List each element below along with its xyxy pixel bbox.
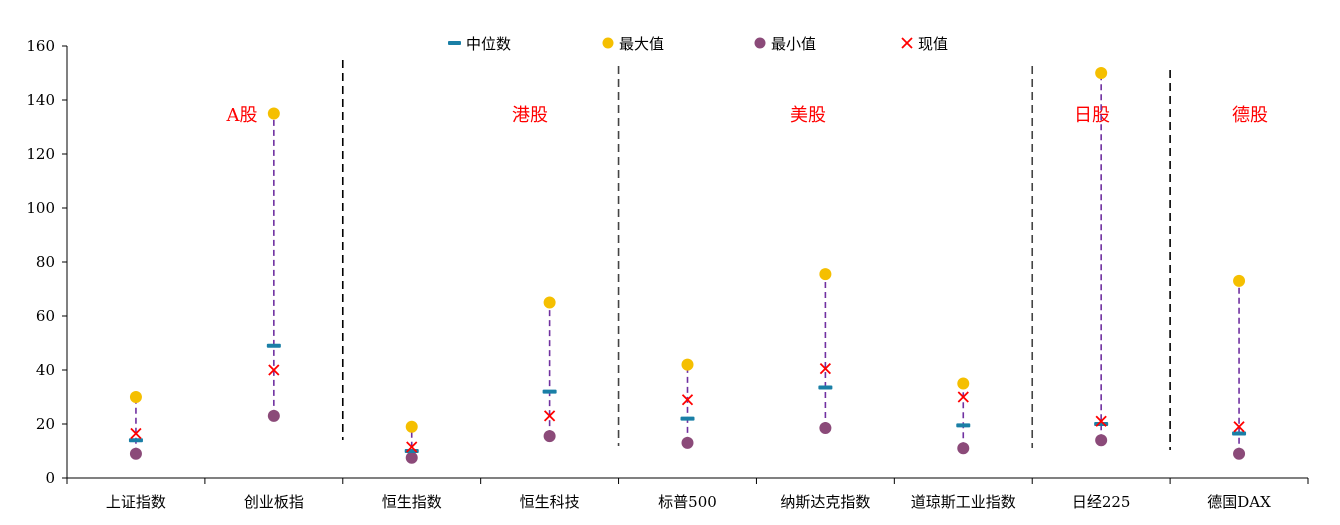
legend-label: 中位数 bbox=[466, 35, 511, 53]
y-tick-label: 20 bbox=[36, 415, 55, 433]
region-labels: A股 港股 美股 日股 德股 bbox=[226, 105, 1269, 126]
region-label: 日股 bbox=[1074, 105, 1110, 126]
max-point bbox=[1095, 67, 1108, 79]
current-mark bbox=[681, 394, 694, 406]
x-category-label: 创业板指 bbox=[244, 493, 304, 511]
x-axis: 上证指数 创业板指 恒生指数 恒生科技 标普500 纳斯达克指数 道琼斯工业指数 日经225 德… bbox=[66, 477, 1309, 511]
y-tick-label: 80 bbox=[36, 253, 55, 271]
max-point bbox=[405, 420, 418, 433]
legend-item: 中位数 bbox=[448, 35, 511, 53]
y-tick-label: 160 bbox=[26, 37, 55, 55]
x-category-label: 恒生科技 bbox=[520, 493, 580, 511]
y-tick-label: 40 bbox=[36, 361, 55, 379]
current-mark bbox=[406, 441, 418, 453]
max-point bbox=[129, 391, 142, 403]
region-label: 港股 bbox=[512, 105, 548, 126]
min-point bbox=[267, 409, 280, 422]
min-point bbox=[819, 422, 832, 435]
y-tick-label: 0 bbox=[45, 469, 55, 487]
x-category-label: 恒生指数 bbox=[382, 493, 442, 511]
min-point bbox=[129, 447, 142, 460]
region-label: 美股 bbox=[790, 105, 826, 126]
x-category-label: 道琼斯工业指数 bbox=[911, 493, 1016, 511]
max-point bbox=[1233, 274, 1246, 287]
current-mark bbox=[1233, 421, 1245, 433]
legend-item: 现值 bbox=[901, 35, 948, 53]
current-mark bbox=[957, 391, 969, 403]
min-point bbox=[681, 436, 694, 449]
x-category-label: 德国DAX bbox=[1207, 493, 1271, 511]
current-mark bbox=[819, 363, 832, 375]
x-category-label: 标普500 bbox=[658, 493, 717, 511]
min-point bbox=[957, 442, 970, 455]
legend-label: 最大值 bbox=[619, 35, 664, 53]
data-marks bbox=[128, 67, 1247, 464]
min-point bbox=[405, 451, 418, 464]
x-category-label: 日经225 bbox=[1072, 493, 1131, 511]
y-tick-label: 100 bbox=[26, 199, 55, 217]
median-mark bbox=[956, 423, 971, 428]
legend: 中位数 最大值 最小值 现值 bbox=[448, 35, 948, 53]
legend-swatch bbox=[602, 37, 614, 49]
median-mark bbox=[542, 389, 557, 394]
current-mark bbox=[543, 410, 556, 422]
legend-item: 最大值 bbox=[602, 35, 664, 53]
median-mark bbox=[1232, 431, 1247, 436]
max-point bbox=[267, 107, 280, 120]
legend-label: 最小值 bbox=[771, 35, 816, 53]
min-point bbox=[1233, 447, 1246, 460]
min-point bbox=[543, 430, 556, 443]
x-category-label: 上证指数 bbox=[106, 493, 166, 511]
max-point bbox=[819, 268, 832, 281]
region-separators bbox=[341, 60, 1171, 450]
max-point bbox=[543, 296, 556, 309]
median-mark bbox=[818, 385, 833, 390]
current-mark bbox=[268, 364, 280, 376]
current-mark bbox=[130, 427, 142, 440]
max-point bbox=[957, 377, 970, 390]
y-tick-label: 120 bbox=[26, 145, 55, 163]
legend-swatch bbox=[448, 41, 461, 45]
legend-label: 现值 bbox=[918, 35, 948, 53]
y-tick-label: 140 bbox=[26, 91, 55, 109]
median-mark bbox=[680, 416, 695, 421]
y-tick-label: 60 bbox=[36, 307, 55, 325]
x-category-label: 纳斯达克指数 bbox=[780, 493, 870, 511]
max-point bbox=[681, 358, 694, 371]
current-mark bbox=[1095, 415, 1107, 427]
min-point bbox=[1095, 434, 1108, 447]
y-axis: 0 20 40 60 80 100 120 140 160 bbox=[26, 37, 68, 487]
legend-swatch bbox=[901, 37, 913, 49]
median-mark bbox=[128, 438, 143, 443]
legend-item: 最小值 bbox=[754, 35, 816, 53]
region-label: 德股 bbox=[1232, 105, 1268, 126]
region-label: A股 bbox=[226, 105, 258, 126]
legend-swatch bbox=[754, 37, 766, 49]
median-mark bbox=[266, 343, 281, 348]
